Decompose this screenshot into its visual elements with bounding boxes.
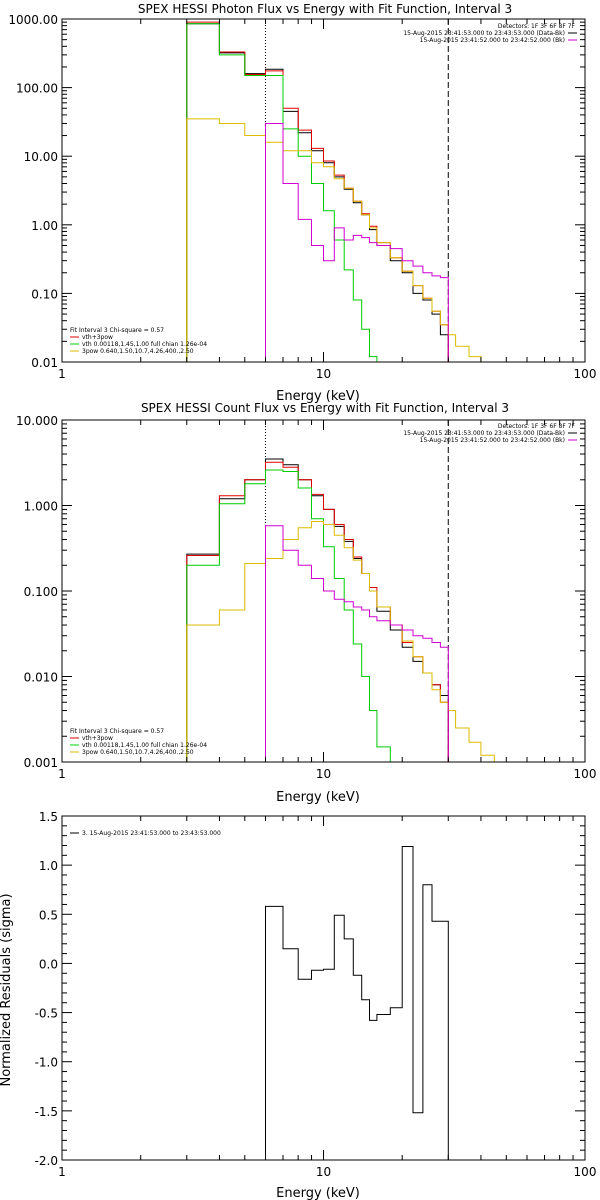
legend-entry: vth 0.00118,1.45,1.00 full chian 1.26e-0… xyxy=(82,341,207,348)
legend-entry: 3. 15-Aug-2015 23:41:53.000 to 23:43:53.… xyxy=(82,830,221,837)
x-tick-label: 100 xyxy=(574,1165,597,1179)
legend-entry: 3pow 0.640,1.50,10.7,4.26,400.,2.50 xyxy=(82,348,194,355)
count-flux-panel: SPEX HESSI Count Flux vs Energy with Fit… xyxy=(16,401,596,805)
photon-flux-panel: SPEX HESSI Photon Flux vs Energy with Fi… xyxy=(8,2,596,404)
series-line-4 xyxy=(265,525,449,762)
y-tick-label: 1.00 xyxy=(31,219,58,233)
y-tick-label: 100.00 xyxy=(16,82,58,96)
series-line-0 xyxy=(265,846,449,1160)
residuals-ylabel: Normalized Residuals (sigma) xyxy=(0,893,14,1086)
y-tick-label: 0.0 xyxy=(39,957,58,971)
y-tick-label: 10.000 xyxy=(16,414,58,428)
y-tick-label: 0.10 xyxy=(31,287,58,301)
plot-area xyxy=(186,420,495,762)
x-tick-label: 100 xyxy=(574,367,597,381)
y-tick-label: 1.5 xyxy=(39,810,58,824)
y-tick-label: 1.000 xyxy=(24,500,58,514)
count-flux-xlabel: Energy (keV) xyxy=(276,790,360,805)
x-tick-label: 1 xyxy=(58,1165,66,1179)
y-tick-label: 1.0 xyxy=(39,859,58,873)
legend-entry: Fit Interval 3 Chi-square = 0.57 xyxy=(70,728,164,735)
y-tick-label: 10.00 xyxy=(24,150,58,164)
x-tick-label: 1 xyxy=(58,367,66,381)
header-line: Detectors: 1F 3F 6F 8F 7F xyxy=(498,423,576,430)
y-tick-label: 1000.00 xyxy=(8,13,58,27)
plot-area xyxy=(186,19,495,362)
residuals-panel: Energy (keV) Normalized Residuals (sigma… xyxy=(0,810,596,1200)
legend-entry: 3pow 0.640,1.50,10.7,4.26,400.,2.50 xyxy=(82,749,194,756)
header-line: 15-Aug-2015 23:41:53.000 to 23:43:53.000… xyxy=(403,430,565,437)
y-tick-label: -0.5 xyxy=(35,1007,58,1021)
header-line: Detectors: 1F 3F 6F 8F 7F xyxy=(498,23,576,30)
series-line-2 xyxy=(186,469,403,762)
plot-area xyxy=(265,846,449,1160)
series-line-2 xyxy=(186,23,378,362)
y-tick-label: 0.5 xyxy=(39,908,58,922)
photon-flux-xlabel: Energy (keV) xyxy=(276,389,360,404)
y-tick-label: 0.010 xyxy=(24,671,58,685)
y-tick-label: -2.0 xyxy=(35,1154,58,1168)
header-line: 15-Aug-2015 23:41:53.000 to 23:43:53.000… xyxy=(403,30,565,37)
residuals-xlabel: Energy (keV) xyxy=(276,1186,360,1200)
photon-flux-title: SPEX HESSI Photon Flux vs Energy with Fi… xyxy=(138,2,512,16)
x-tick-label: 10 xyxy=(316,767,331,781)
legend-entry: vth+3pow xyxy=(82,334,113,341)
y-tick-label: -1.0 xyxy=(35,1056,58,1070)
legend-entry: vth 0.00118,1.45,1.00 full chian 1.26e-0… xyxy=(82,742,207,749)
x-tick-label: 10 xyxy=(316,1165,331,1179)
count-flux-title: SPEX HESSI Count Flux vs Energy with Fit… xyxy=(141,401,509,415)
y-tick-label: 0.01 xyxy=(31,356,58,370)
x-tick-label: 100 xyxy=(574,767,597,781)
series-line-4 xyxy=(265,123,449,362)
header-line: 15-Aug-2015 23:41:52.000 to 23:42:52.000… xyxy=(420,437,565,444)
legend-entry: Fit Interval 3 Chi-square = 0.57 xyxy=(70,327,164,334)
y-tick-label: -1.5 xyxy=(35,1105,58,1119)
y-tick-label: 0.001 xyxy=(24,756,58,770)
x-tick-label: 1 xyxy=(58,767,66,781)
header-line: 15-Aug-2015 23:41:52.000 to 23:42:52.000… xyxy=(420,37,565,44)
x-tick-label: 10 xyxy=(316,367,331,381)
y-tick-label: 0.100 xyxy=(24,585,58,599)
legend-entry: vth+3pow xyxy=(82,735,113,742)
